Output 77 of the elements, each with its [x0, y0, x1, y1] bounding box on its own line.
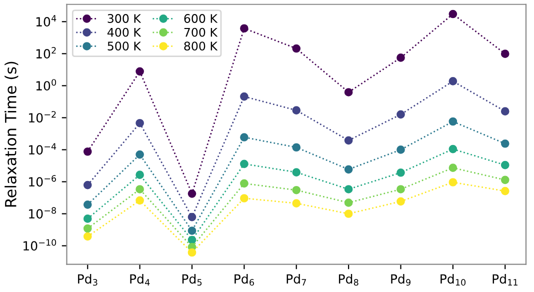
y-tick-label: 10$^{2}$: [36, 47, 56, 59]
point: [448, 117, 458, 126]
y-tick-label: 10$^{−10}$: [24, 239, 56, 251]
point: [396, 197, 405, 206]
point: [136, 150, 144, 159]
point: [344, 136, 353, 145]
point: [396, 185, 405, 194]
point: [448, 77, 458, 86]
point: [396, 168, 405, 177]
point: [83, 224, 92, 233]
point: [188, 212, 196, 222]
legend-label: 600 K: [184, 14, 218, 23]
point: [344, 88, 353, 96]
point: [500, 50, 510, 58]
point: [240, 160, 248, 168]
point: [396, 146, 405, 154]
point: [188, 248, 196, 257]
point: [292, 186, 301, 194]
point: [292, 106, 301, 114]
point: [448, 178, 458, 186]
point: [292, 168, 301, 176]
point: [500, 186, 510, 196]
y-tick-label: 10$^{0}$: [36, 79, 56, 91]
point: [344, 185, 353, 194]
legend-label: 500 K: [108, 42, 142, 51]
legend-label: 700 K: [184, 28, 218, 37]
point: [344, 165, 353, 174]
point: [292, 143, 301, 152]
x-tick-label: Pd$_{10}$: [440, 274, 466, 286]
y-tick-label: 10$^{4}$: [36, 15, 56, 26]
point: [500, 160, 510, 170]
x-tick-label: Pd$_{5}$: [182, 274, 202, 286]
x-tick-label: Pd$_{9}$: [391, 274, 410, 286]
legend-label: 800 K: [184, 42, 218, 51]
point: [240, 194, 248, 202]
point: [83, 232, 92, 241]
point: [136, 67, 144, 76]
point: [344, 198, 353, 207]
point: [188, 226, 196, 235]
point: [188, 189, 196, 198]
y-tick-label: 10$^{−6}$: [29, 175, 56, 187]
point: [136, 118, 144, 128]
legend-label: 400 K: [107, 28, 142, 37]
point: [136, 185, 144, 194]
y-tick-label: 10$^{−8}$: [29, 207, 56, 219]
point: [83, 214, 92, 223]
point: [240, 133, 248, 142]
x-tick-label: Pd$_{4}$: [130, 274, 150, 286]
point: [500, 107, 510, 116]
point: [396, 110, 405, 119]
point: [83, 180, 92, 190]
y-tick-label: 10$^{−2}$: [29, 111, 56, 123]
y-axis-title: Relaxation Time (s): [4, 62, 18, 207]
point: [448, 10, 458, 18]
point: [396, 54, 405, 62]
x-tick-label: Pd$_{3}$: [78, 274, 98, 286]
point: [83, 200, 92, 209]
point: [292, 199, 301, 208]
point: [240, 24, 248, 33]
point: [344, 210, 353, 218]
point: [500, 176, 510, 184]
legend-label: 300 K: [108, 14, 142, 23]
x-tick-label: Pd$_{8}$: [338, 274, 358, 286]
point: [448, 164, 458, 172]
x-tick-label: Pd$_{11}$: [492, 274, 518, 286]
point: [240, 179, 248, 188]
point: [136, 170, 144, 179]
point: [500, 139, 510, 148]
y-tick-label: 10$^{−4}$: [29, 143, 56, 155]
point: [188, 236, 196, 244]
x-tick-label: Pd$_{7}$: [286, 274, 306, 286]
point: [136, 196, 144, 205]
point: [83, 147, 92, 156]
point: [448, 144, 458, 154]
point: [292, 44, 301, 53]
x-tick-label: Pd$_{6}$: [234, 274, 254, 286]
point: [240, 92, 248, 101]
